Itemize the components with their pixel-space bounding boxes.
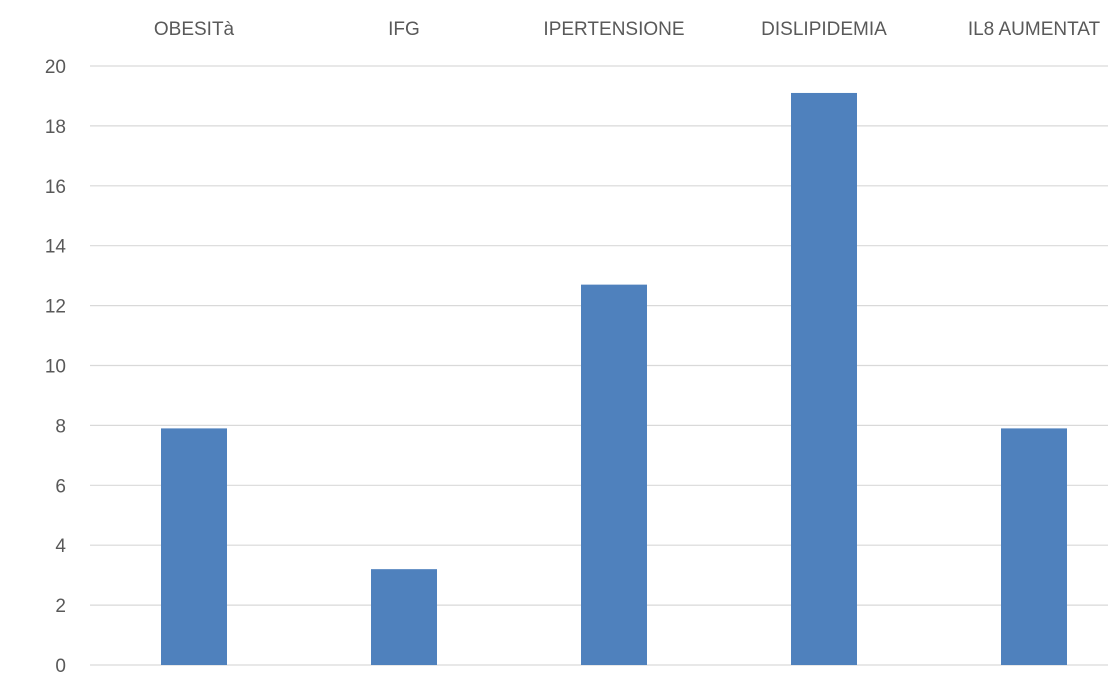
y-tick-label-10: 10	[45, 357, 66, 378]
y-tick-label-6: 6	[55, 476, 66, 497]
category-label-4: IL8 AUMENTAT	[968, 19, 1101, 40]
category-label-1: IFG	[388, 19, 420, 40]
y-tick-label-18: 18	[45, 117, 66, 138]
y-tick-label-2: 2	[55, 596, 66, 617]
y-tick-label-20: 20	[45, 57, 66, 78]
y-tick-label-14: 14	[45, 237, 67, 258]
bar-4	[1001, 428, 1067, 665]
y-tick-label-4: 4	[55, 536, 66, 557]
bar-2	[581, 284, 647, 665]
category-label-0: OBESITà	[154, 19, 235, 40]
y-tick-label-12: 12	[45, 297, 66, 318]
y-tick-label-16: 16	[45, 177, 66, 198]
y-axis-tick-labels: 0 2 4 6 8 10 12 14 16 18 20	[45, 57, 67, 673]
category-labels: OBESITà IFG IPERTENSIONE DISLIPIDEMIA IL8 AU…	[154, 19, 1101, 40]
bar-3	[791, 92, 857, 665]
category-label-3: DISLIPIDEMIA	[761, 19, 887, 40]
bars	[161, 92, 1067, 665]
category-label-2: IPERTENSIONE	[543, 19, 684, 40]
bar-1	[371, 569, 437, 665]
y-tick-label-8: 8	[55, 416, 66, 437]
y-tick-label-0: 0	[55, 656, 66, 673]
bar-0	[161, 428, 227, 665]
